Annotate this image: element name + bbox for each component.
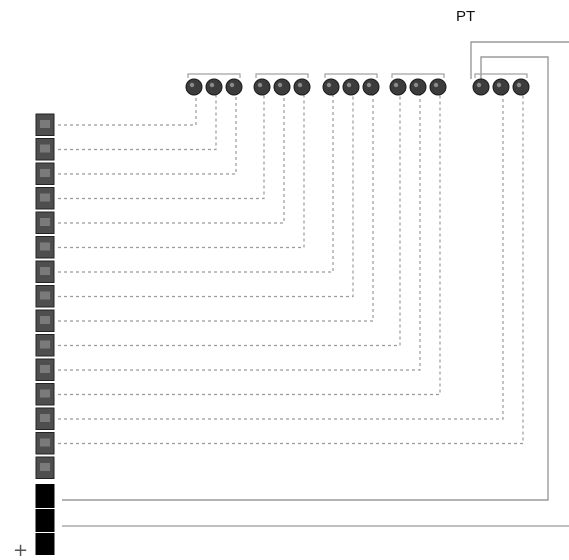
terminal-highlight bbox=[297, 82, 303, 88]
dashed-wire bbox=[58, 95, 354, 298]
strip-terminal-label bbox=[40, 340, 50, 349]
pt-solid-wire bbox=[62, 56, 549, 501]
dashed-wire bbox=[58, 95, 504, 420]
terminal-circle bbox=[225, 78, 243, 96]
terminal-highlight bbox=[393, 82, 399, 88]
terminal-highlight bbox=[413, 82, 419, 88]
terminal-circle bbox=[512, 78, 530, 96]
strip-terminal-label bbox=[40, 218, 50, 226]
terminal-strip bbox=[35, 113, 55, 555]
dashed-wire bbox=[58, 95, 401, 347]
terminal-circle bbox=[273, 78, 291, 96]
terminal-row bbox=[185, 78, 530, 96]
strip-terminal-label bbox=[40, 316, 50, 324]
terminal-circle bbox=[185, 78, 203, 96]
strip-terminal-label bbox=[40, 120, 50, 128]
dashed-wire bbox=[58, 95, 265, 200]
dashed-wire bbox=[58, 95, 441, 396]
group-bracket bbox=[474, 73, 528, 78]
plus-label: + bbox=[13, 540, 28, 560]
dashed-wire bbox=[58, 95, 285, 224]
strip-terminal-label bbox=[40, 414, 50, 422]
strip-terminal-label bbox=[40, 438, 50, 447]
terminal-highlight bbox=[189, 82, 195, 88]
terminal-circle bbox=[472, 78, 490, 96]
terminal-highlight bbox=[326, 82, 332, 88]
strip-black-terminal bbox=[35, 509, 55, 532]
terminal-circle bbox=[389, 78, 407, 96]
terminal-circle bbox=[362, 78, 380, 96]
strip-terminal-label bbox=[40, 291, 50, 300]
terminal-highlight bbox=[476, 82, 482, 88]
terminal-circle bbox=[253, 78, 271, 96]
strip-terminal-label bbox=[40, 267, 50, 275]
dashed-wire bbox=[58, 95, 334, 273]
terminal-circle bbox=[322, 78, 340, 96]
group-bracket bbox=[391, 73, 445, 78]
dashed-wire bbox=[58, 95, 421, 371]
group-bracket bbox=[324, 73, 378, 78]
terminal-highlight bbox=[277, 82, 283, 88]
strip-terminal-label bbox=[40, 389, 50, 398]
strip-black-terminal bbox=[35, 484, 55, 508]
strip-terminal-label bbox=[40, 242, 50, 251]
dashed-wire bbox=[58, 95, 524, 445]
terminal-highlight bbox=[366, 82, 372, 88]
strip-terminal-label bbox=[40, 193, 50, 202]
dashed-wires bbox=[58, 95, 524, 445]
terminal-circle bbox=[342, 78, 360, 96]
terminal-highlight bbox=[516, 82, 522, 88]
terminal-highlight bbox=[346, 82, 352, 88]
terminal-highlight bbox=[229, 82, 235, 88]
dashed-wire bbox=[58, 95, 305, 249]
group-bracket bbox=[187, 73, 241, 78]
strip-black-terminal bbox=[35, 533, 55, 555]
strip-terminal-label bbox=[40, 169, 50, 177]
terminal-circle bbox=[492, 78, 510, 96]
pt-label: PT bbox=[456, 8, 476, 25]
strip-terminal-label bbox=[40, 463, 50, 471]
dashed-wire bbox=[58, 95, 217, 151]
terminal-brackets bbox=[187, 73, 528, 78]
terminal-circle bbox=[293, 78, 311, 96]
dashed-wire bbox=[58, 95, 374, 322]
solid-wires bbox=[62, 41, 569, 527]
dashed-wire bbox=[58, 95, 237, 175]
pt-bus-wire bbox=[470, 41, 569, 79]
terminal-highlight bbox=[257, 82, 263, 88]
terminal-highlight bbox=[209, 82, 215, 88]
terminal-circle bbox=[205, 78, 223, 96]
dashed-wire bbox=[58, 95, 197, 126]
group-bracket bbox=[255, 73, 309, 78]
terminal-highlight bbox=[433, 82, 439, 88]
terminal-highlight bbox=[496, 82, 502, 88]
terminal-circle bbox=[429, 78, 447, 96]
strip-terminal-label bbox=[40, 365, 50, 373]
terminal-circle bbox=[409, 78, 427, 96]
strip-terminal-label bbox=[40, 144, 50, 153]
